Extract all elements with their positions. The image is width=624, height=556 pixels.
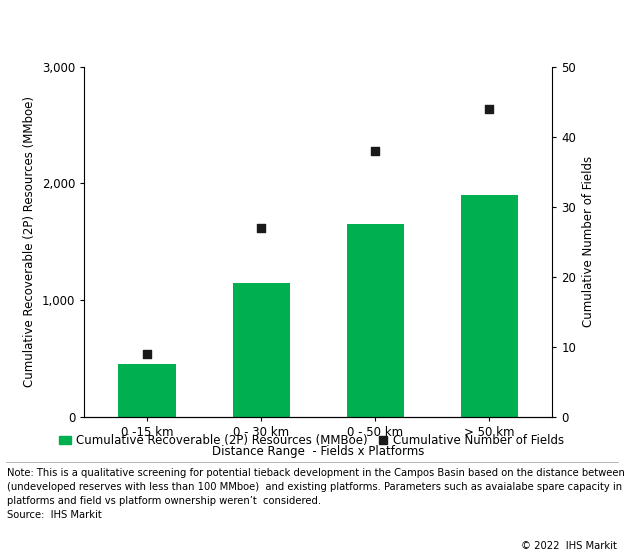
Point	[256, 224, 266, 232]
Bar	[347, 224, 404, 417]
Point	[370, 146, 380, 155]
Bar	[461, 195, 518, 417]
Text: Note: This is a qualitative screening for potential tieback development in the C: Note: This is a qualitative screening fo…	[7, 468, 624, 520]
Text: © 2022  IHS Markit: © 2022 IHS Markit	[520, 541, 617, 551]
Point	[484, 105, 494, 113]
Bar	[233, 282, 290, 417]
Legend: Cumulative Recoverable (2P) Resources (MMBoe), Cumulative Number of Fields: Cumulative Recoverable (2P) Resources (M…	[59, 434, 565, 447]
Y-axis label: Cumulative Recoverable (2P) Resources (MMboe): Cumulative Recoverable (2P) Resources (M…	[23, 96, 36, 388]
Y-axis label: Cumulative Number of Fields: Cumulative Number of Fields	[582, 156, 595, 327]
X-axis label: Distance Range  - Fields x Platforms: Distance Range - Fields x Platforms	[212, 445, 424, 458]
Point	[142, 350, 152, 359]
Text: Campos Undeveloped Marginal Fields - Preliminary  Tieback Screening -
Recoverabl: Campos Undeveloped Marginal Fields - Pre…	[7, 18, 603, 53]
Bar	[119, 365, 175, 417]
